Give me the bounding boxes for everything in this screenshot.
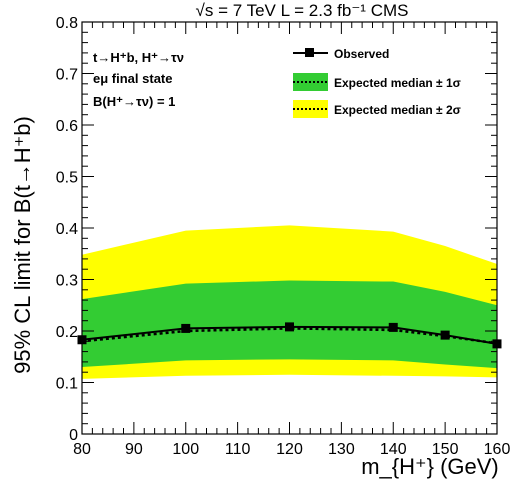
legend-one-sigma-label: Expected median ± 1σ: [334, 76, 461, 90]
legend-two-sigma-label: Expected median ± 2σ: [334, 103, 461, 117]
x-tick-label: 130: [328, 441, 355, 458]
y-axis-label: 95% CL limit for B(t→H⁺b): [10, 116, 35, 374]
series-observed-line: [81, 325, 498, 345]
chart-title: √s = 7 TeV L = 2.3 fb⁻¹ CMS: [196, 1, 409, 20]
y-tick-label: 0.8: [56, 15, 78, 32]
legend-observed-marker: [305, 48, 314, 57]
y-tick-label: 0.6: [56, 118, 78, 135]
x-tick-label: 100: [172, 441, 199, 458]
legend: Observed Expected median ± 1σ Expected m…: [293, 47, 461, 118]
x-tick-label: 140: [380, 441, 407, 458]
x-axis-label: m_{H⁺} (GeV): [361, 454, 499, 479]
y-tick-label: 0.1: [56, 376, 78, 393]
y-tick-label: 0.5: [56, 170, 78, 187]
y-tick-label: 0.7: [56, 67, 78, 84]
x-tick-label: 150: [432, 441, 459, 458]
observed-point-150: [440, 330, 450, 340]
bands-layer: [82, 225, 497, 379]
y-tick-label: 0.2: [56, 324, 78, 341]
x-tick-label: 120: [276, 441, 303, 458]
annotation-final-state: eμ final state: [93, 71, 172, 86]
observed-point-140: [388, 322, 398, 332]
y-tick-label: 0.4: [56, 221, 78, 238]
x-tick-label: 160: [484, 441, 511, 458]
observed-point-100: [181, 323, 191, 333]
annotation-branching: B(H⁺→τν) = 1: [93, 94, 175, 109]
axes-layer: 80 90 100 110 120 130 140 150 160 0 0.1 0.2 0.3 0.4 0.…: [56, 15, 511, 458]
x-tick-label: 110: [225, 441, 251, 458]
y-tick-label: 0: [69, 427, 78, 444]
x-tick-label: 90: [125, 441, 143, 458]
annotation-process: t→H⁺b, H⁺→τν: [93, 50, 184, 65]
x-tick-label: 80: [73, 441, 91, 458]
legend-observed-label: Observed: [334, 47, 389, 61]
observed-point-120: [285, 322, 294, 332]
y-tick-label: 0.3: [56, 273, 78, 290]
annotation-block: t→H⁺b, H⁺→τν eμ final state B(H⁺→τν) = 1: [93, 50, 184, 109]
